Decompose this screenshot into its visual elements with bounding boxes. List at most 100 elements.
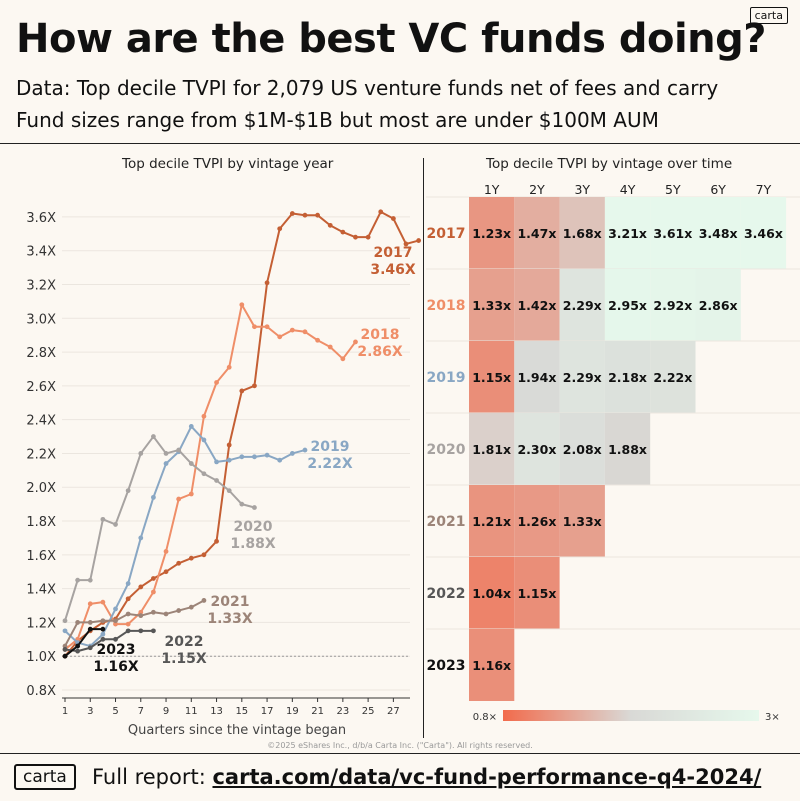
data-point-2017 xyxy=(365,234,371,240)
data-point-2019 xyxy=(239,454,245,460)
series-name-2022: 2022 xyxy=(165,634,204,650)
heatmap-cell xyxy=(604,413,651,485)
series-end-label-2017: 3.46X xyxy=(370,262,416,278)
copyright-note: ©2025 eShares Inc., d/b/a Carta Inc. ("C… xyxy=(267,741,533,750)
heatmap-row-label-2017: 2017 xyxy=(427,226,466,242)
series-line-2017 xyxy=(64,210,419,657)
heatmap-cell xyxy=(650,269,696,341)
heatmap-cell-value: 1.94x xyxy=(517,370,556,385)
heatmap-cell-value: 1.88x xyxy=(608,442,647,457)
data-point-2018 xyxy=(302,329,308,335)
heatmap-cell-value: 1.16x xyxy=(472,658,511,673)
heatmap-cell xyxy=(559,413,605,485)
data-point-2020 xyxy=(75,577,81,583)
data-point-2018 xyxy=(252,324,257,330)
y-tick-label: 2.6X xyxy=(26,380,56,395)
header-divider xyxy=(0,143,800,144)
data-point-2020 xyxy=(201,471,207,477)
data-point-2018 xyxy=(264,324,270,330)
x-tick-label: 15 xyxy=(235,706,248,717)
heatmap-cell-value: 3.48x xyxy=(699,226,738,241)
series-name-2017: 2017 xyxy=(374,245,413,261)
heatmap-cell-value: 1.15x xyxy=(472,370,511,385)
heatmap-row-label-2020: 2020 xyxy=(427,442,466,458)
heatmap-cell-value: 2.22x xyxy=(653,370,692,385)
data-point-2018 xyxy=(100,599,106,605)
y-tick-label: 1.4X xyxy=(26,583,56,598)
series-name-2019: 2019 xyxy=(311,439,350,455)
heatmap-cell xyxy=(559,341,605,413)
data-point-2021 xyxy=(100,618,106,624)
data-point-2017 xyxy=(390,216,396,221)
data-point-2023 xyxy=(75,643,81,649)
y-tick-label: 1.2X xyxy=(26,616,56,631)
heatmap-column-header: 7Y xyxy=(756,182,772,197)
heatmap-cell xyxy=(514,413,560,485)
heatmap-cell xyxy=(695,197,741,269)
data-point-2019 xyxy=(214,459,219,465)
data-point-2018 xyxy=(176,496,182,502)
heatmap-cell xyxy=(604,197,651,269)
data-point-2018 xyxy=(353,339,358,345)
y-tick-label: 2.8X xyxy=(26,346,56,361)
data-point-2021 xyxy=(138,613,144,619)
data-point-2022 xyxy=(138,628,144,634)
data-point-2021 xyxy=(125,611,131,617)
data-point-2017 xyxy=(239,388,245,394)
heatmap-cell-value: 1.42x xyxy=(517,298,556,313)
data-point-2018 xyxy=(315,337,320,343)
data-point-2018 xyxy=(239,302,245,308)
report-link[interactable]: carta.com/data/vc-fund-performance-q4-20… xyxy=(212,765,762,789)
heatmap-cell-value: 1.33x xyxy=(472,298,511,313)
data-point-2021 xyxy=(75,620,81,625)
heatmap-cell xyxy=(650,341,696,413)
heatmap-cell xyxy=(695,269,741,341)
data-point-2017 xyxy=(226,442,232,448)
series-end-label-2018: 2.86X xyxy=(357,344,403,360)
y-tick-label: 3.2X xyxy=(26,278,56,293)
heatmap-column-header: 6Y xyxy=(710,182,726,197)
x-tick-label: 11 xyxy=(185,706,198,717)
data-point-2019 xyxy=(62,628,68,634)
heatmap-cell xyxy=(514,341,560,413)
data-point-2017 xyxy=(340,229,346,235)
data-point-2019 xyxy=(302,447,308,453)
heatmap-cell-value: 1.26x xyxy=(517,514,556,529)
heatmap-column-header: 5Y xyxy=(665,182,681,197)
x-tick-label: 13 xyxy=(210,706,223,717)
data-point-2021 xyxy=(62,643,68,649)
subtitle-fund-sizes: Fund sizes range from $1M-$1B but most a… xyxy=(16,108,659,132)
data-point-2017 xyxy=(416,238,422,243)
data-point-2020 xyxy=(163,451,169,456)
x-axis-label: Quarters since the vintage began xyxy=(128,723,346,738)
data-point-2018 xyxy=(340,356,346,362)
heatmap-cell-value: 2.29x xyxy=(563,370,602,385)
x-tick-label: 3 xyxy=(87,706,93,717)
series-line-2020 xyxy=(64,435,255,622)
heatmap-cell xyxy=(469,413,515,485)
x-tick-label: 5 xyxy=(112,706,118,717)
data-point-2020 xyxy=(239,501,245,507)
heatmap-cell xyxy=(469,197,515,269)
data-point-2020 xyxy=(125,488,131,494)
data-point-2020 xyxy=(188,461,194,466)
heatmap-cell-value: 1.81x xyxy=(472,442,511,457)
heatmap-cell xyxy=(469,269,515,341)
series-end-label-2022: 1.15X xyxy=(161,651,207,667)
data-point-2017 xyxy=(176,560,182,566)
heatmap-row-label-2023: 2023 xyxy=(427,658,466,674)
x-tick-label: 19 xyxy=(286,706,299,717)
heatmap-cell xyxy=(469,557,515,629)
heatmap-cell xyxy=(514,557,560,629)
carta-logo: carta xyxy=(749,7,788,24)
data-point-2019 xyxy=(226,457,232,463)
data-point-2019 xyxy=(188,424,194,429)
heatmap-cell-value: 1.21x xyxy=(472,514,511,529)
data-point-2023 xyxy=(87,626,93,632)
footer-carta-logo: carta xyxy=(14,764,76,790)
data-point-2021 xyxy=(176,608,182,613)
heatmap-cell-value: 2.95x xyxy=(608,298,647,313)
x-tick-label: 23 xyxy=(336,706,349,717)
heatmap-cell-value: 3.21x xyxy=(608,226,647,241)
y-tick-label: 0.8X xyxy=(26,684,56,699)
